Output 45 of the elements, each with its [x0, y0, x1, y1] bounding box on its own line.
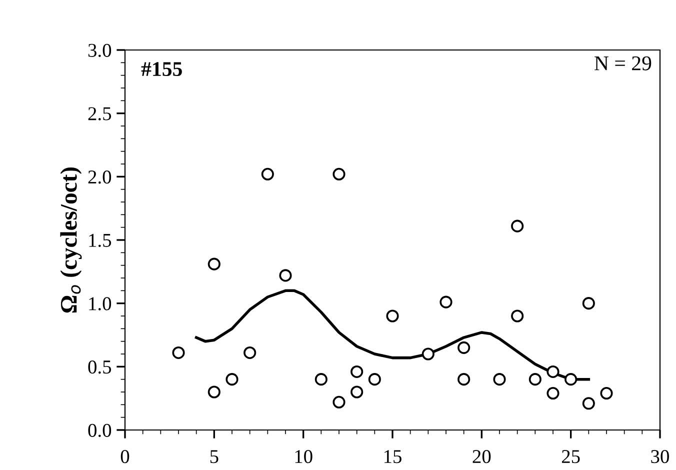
point — [350, 365, 364, 378]
point — [261, 168, 274, 180]
point — [528, 373, 542, 386]
point — [582, 297, 595, 310]
x-tick-label: 15 — [384, 450, 402, 464]
y-tick-label: 1.5 — [89, 234, 112, 248]
point — [511, 220, 524, 232]
point — [582, 397, 595, 410]
point — [314, 373, 328, 386]
y-tick-label: 0.0 — [88, 424, 112, 438]
y-tick-label: 3.0 — [88, 44, 112, 58]
x-tick-label: 0 — [120, 450, 130, 464]
point — [493, 373, 506, 386]
point — [172, 346, 185, 360]
x-tick-label: 25 — [562, 450, 580, 464]
y-tick-label: 2.0 — [88, 170, 112, 184]
annotation: #155 — [141, 62, 182, 76]
point — [350, 386, 364, 398]
point — [386, 310, 399, 322]
point — [600, 386, 613, 400]
point — [244, 346, 256, 360]
y-tick-label: 1.0 — [89, 297, 112, 310]
x-tick-label: 5 — [210, 450, 218, 464]
point — [332, 168, 346, 180]
point — [208, 386, 220, 398]
point — [458, 341, 470, 354]
point — [279, 269, 292, 282]
x-tick-label: 10 — [295, 450, 312, 464]
point — [564, 373, 578, 386]
point — [368, 373, 381, 386]
point — [332, 396, 346, 408]
x-tick-label: 20 — [472, 450, 491, 464]
point — [511, 310, 524, 322]
point — [458, 373, 470, 386]
point — [422, 348, 434, 360]
y-tick-label: 0.5 — [88, 360, 112, 374]
point — [208, 258, 220, 270]
y-tick-label: 2.5 — [88, 107, 112, 120]
annotation: N = 29 — [594, 56, 652, 70]
x-tick-label: 30 — [651, 450, 669, 464]
point — [546, 365, 560, 378]
point — [226, 373, 238, 386]
point — [440, 296, 452, 308]
point — [546, 386, 560, 400]
y-axis-title: Ω$_{o}$ (cycles/oct) — [60, 167, 82, 313]
